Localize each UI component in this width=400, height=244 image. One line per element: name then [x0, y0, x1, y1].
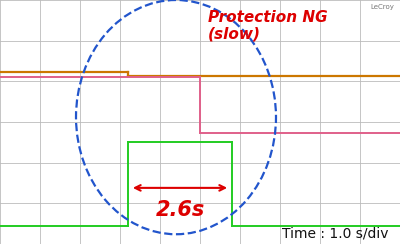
- Text: Time : 1.0 s/div: Time : 1.0 s/div: [282, 226, 388, 240]
- Text: Protection NG
(slow): Protection NG (slow): [208, 10, 328, 41]
- Text: LeCroy: LeCroy: [370, 4, 394, 10]
- Text: 2.6s: 2.6s: [155, 200, 205, 220]
